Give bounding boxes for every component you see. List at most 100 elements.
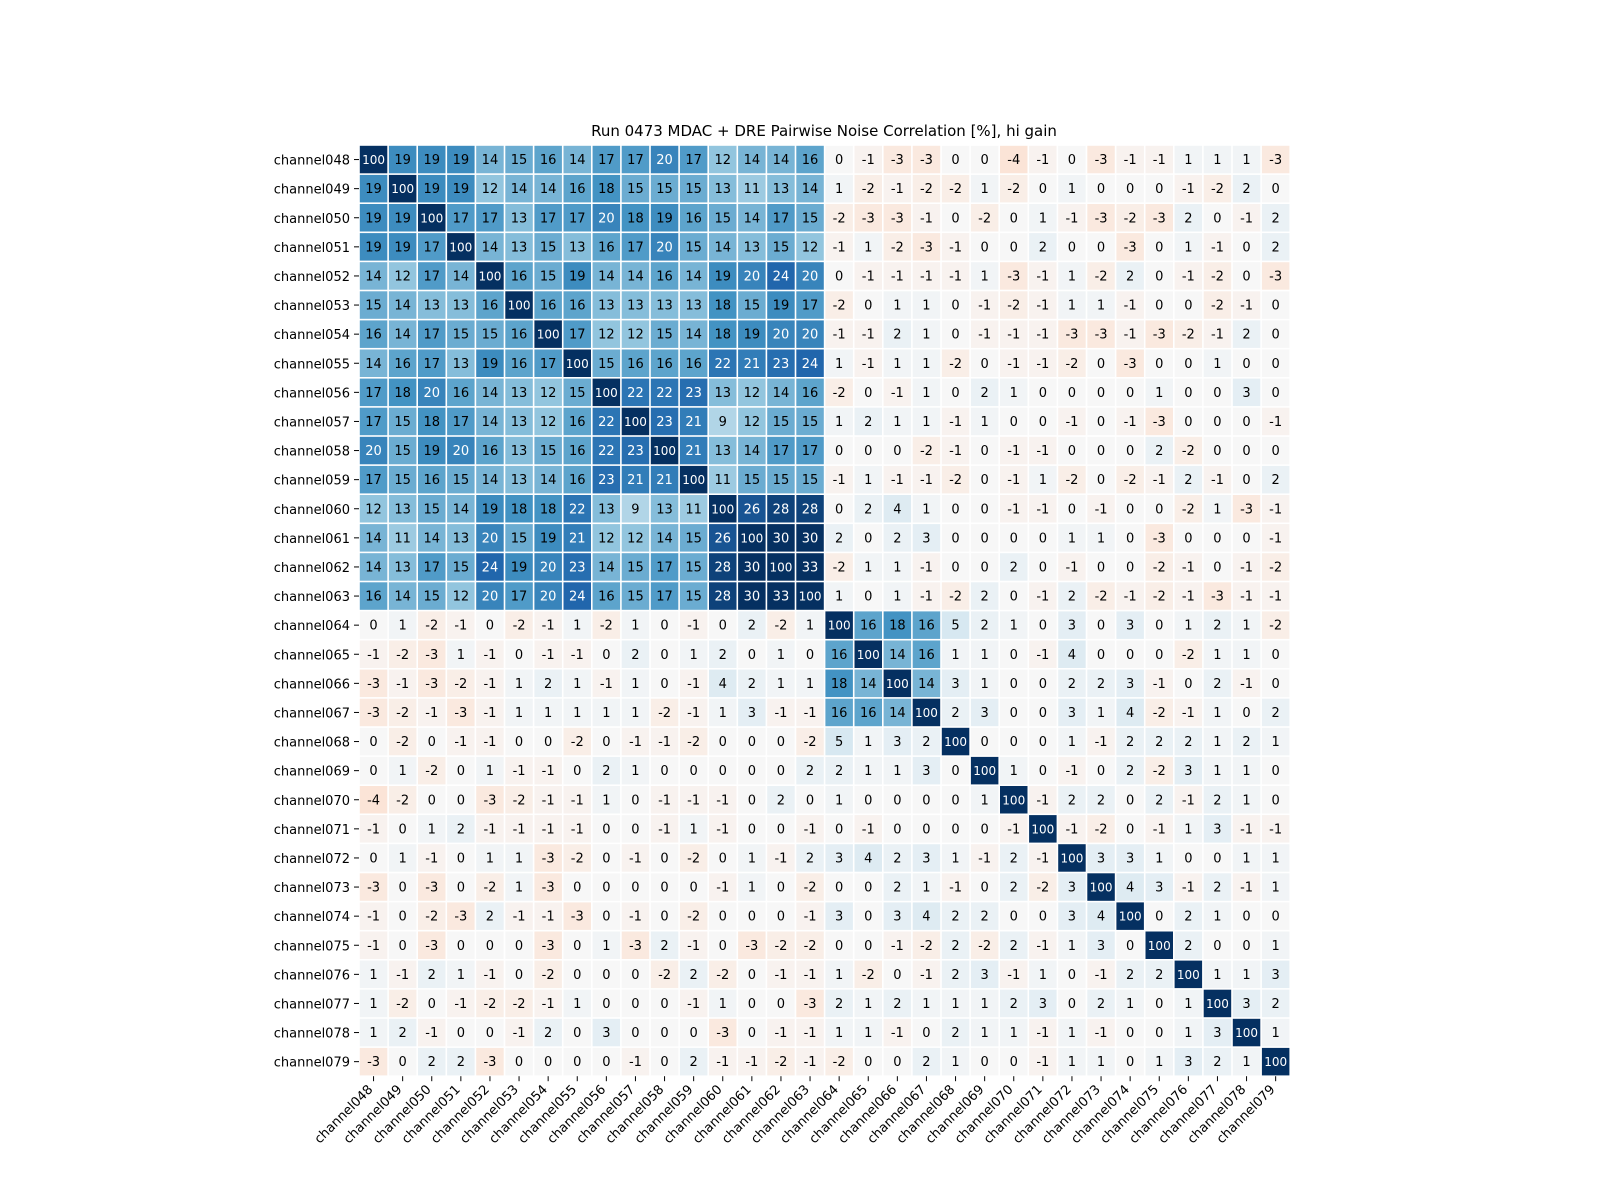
heatmap-cell	[534, 698, 562, 727]
heatmap-cell	[563, 553, 591, 581]
cell-value-label: 0	[369, 764, 377, 779]
heatmap-cell	[1232, 698, 1261, 727]
cell-value-label: 15	[685, 531, 702, 546]
heatmap-cell	[1087, 611, 1115, 639]
cell-value-label: -1	[1095, 735, 1108, 750]
heatmap-cell	[883, 698, 912, 727]
cell-value-label: 1	[806, 677, 814, 692]
heatmap-cell	[1232, 436, 1261, 465]
heatmap-cell	[1087, 320, 1115, 348]
cell-value-label: 13	[511, 473, 528, 488]
heatmap-cell	[679, 989, 708, 1018]
cell-value-label: 13	[511, 415, 528, 430]
heatmap-cell	[767, 1047, 795, 1076]
cell-value-label: -1	[716, 1055, 729, 1070]
cell-value-label: 18	[423, 415, 440, 430]
cell-value-label: -1	[1153, 153, 1166, 168]
y-tick-label: channel049	[274, 183, 350, 198]
heatmap-cell	[1000, 465, 1028, 494]
cell-value-label: 100	[1177, 968, 1200, 982]
heatmap-cell	[825, 145, 853, 174]
heatmap-cell	[505, 756, 533, 785]
heatmap-cell	[592, 698, 621, 727]
heatmap-cell	[650, 873, 679, 901]
cell-value-label: 0	[893, 822, 901, 837]
heatmap-cell	[1116, 145, 1144, 174]
cell-value-label: -1	[920, 473, 933, 488]
heatmap-cell	[476, 436, 504, 465]
heatmap-cell	[476, 174, 504, 203]
cell-value-label: 14	[627, 269, 644, 284]
heatmap-cell	[1203, 553, 1232, 581]
heatmap-cell	[679, 378, 708, 407]
heatmap-cell	[388, 524, 417, 552]
heatmap-cell	[534, 1047, 562, 1076]
cell-value-label: 100	[1235, 1026, 1258, 1040]
cell-value-label: -3	[629, 939, 642, 954]
heatmap-cell	[1203, 233, 1232, 261]
cell-value-label: 3	[1126, 619, 1134, 634]
heatmap-cell	[767, 436, 795, 465]
heatmap-cell	[709, 844, 737, 872]
heatmap-cell	[1261, 1047, 1290, 1076]
cell-value-label: 0	[1039, 386, 1047, 401]
heatmap-cell	[592, 640, 621, 668]
heatmap-cell	[1174, 320, 1203, 348]
heatmap-cell	[1203, 960, 1232, 989]
heatmap-cell	[738, 204, 766, 232]
cell-value-label: -2	[658, 968, 671, 983]
heatmap-cell	[825, 291, 853, 319]
cell-value-label: 0	[748, 910, 756, 925]
y-tick-label: channel060	[274, 503, 350, 518]
cell-value-label: -1	[1182, 269, 1195, 284]
heatmap-cell	[1029, 465, 1057, 494]
heatmap-cell	[767, 378, 795, 407]
cell-value-label: 22	[569, 502, 586, 517]
heatmap-cell	[1232, 844, 1261, 872]
heatmap-cell	[563, 349, 591, 377]
heatmap-cell	[1232, 291, 1261, 319]
heatmap-cell	[883, 174, 912, 203]
cell-value-label: 1	[922, 502, 930, 517]
cell-value-label: 2	[1068, 793, 1076, 808]
heatmap-cell	[447, 640, 475, 668]
heatmap-cell	[854, 727, 882, 756]
heatmap-cell	[912, 960, 941, 989]
heatmap-cell	[912, 640, 941, 668]
heatmap-cell	[941, 407, 970, 436]
cell-value-label: 15	[453, 328, 470, 343]
heatmap-cell	[1116, 727, 1144, 756]
heatmap-cell	[912, 989, 941, 1018]
heatmap-cell	[825, 873, 853, 901]
cell-value-label: -1	[571, 648, 584, 663]
cell-value-label: 0	[1184, 386, 1192, 401]
cell-value-label: 17	[540, 357, 557, 372]
cell-value-label: -1	[862, 153, 875, 168]
cell-value-label: 0	[1010, 677, 1018, 692]
cell-value-label: -1	[542, 822, 555, 837]
heatmap-cell	[505, 291, 533, 319]
heatmap-cell	[359, 669, 388, 698]
cell-value-label: 0	[1097, 444, 1105, 459]
cell-value-label: 0	[573, 1055, 581, 1070]
heatmap-cell	[825, 669, 853, 698]
cell-value-label: -1	[716, 793, 729, 808]
cell-value-label: 18	[598, 182, 615, 197]
cell-value-label: -1	[1240, 299, 1253, 314]
heatmap-cell	[359, 844, 388, 872]
heatmap-cell	[1116, 174, 1144, 203]
cell-value-label: 14	[482, 153, 499, 168]
heatmap-cell	[447, 495, 475, 523]
heatmap-cell	[1087, 873, 1115, 901]
cell-value-label: 15	[685, 590, 702, 605]
heatmap-cell	[970, 960, 999, 989]
heatmap-cell	[941, 844, 970, 872]
heatmap-cell	[912, 436, 941, 465]
cell-value-label: -1	[367, 648, 380, 663]
cell-value-label: 0	[631, 997, 639, 1012]
heatmap-cell	[709, 727, 737, 756]
cell-value-label: 18	[889, 619, 906, 634]
heatmap-cell	[679, 407, 708, 436]
cell-value-label: 2	[1155, 735, 1163, 750]
cell-value-label: 0	[1213, 560, 1221, 575]
